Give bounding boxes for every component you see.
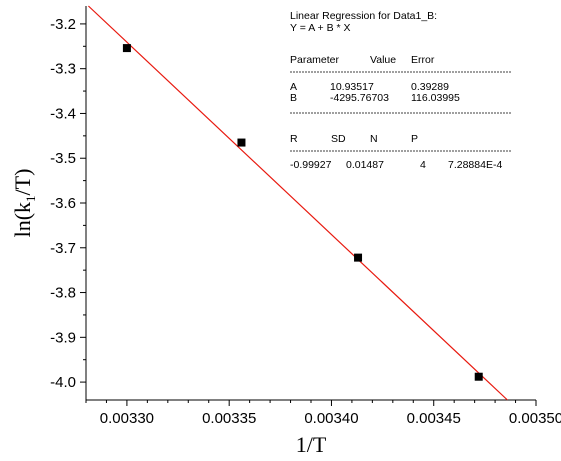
x-tick-label: 0.00330 bbox=[100, 410, 154, 427]
regression-results-box: Linear Regression for Data1_B: Y = A + B… bbox=[290, 10, 512, 171]
stats-header-p: P bbox=[411, 133, 418, 145]
param-header-error: Error bbox=[411, 54, 435, 66]
y-axis-title: ln(k1/T) bbox=[10, 169, 38, 238]
y-tick-label: -4.0 bbox=[50, 374, 76, 391]
stats-n-value: 4 bbox=[420, 159, 426, 171]
y-tick-label: -3.2 bbox=[50, 16, 76, 33]
x-tick-label: 0.00335 bbox=[202, 410, 256, 427]
param-header-parameter: Parameter bbox=[290, 54, 340, 66]
y-axis-title-end: /T) bbox=[10, 169, 35, 196]
x-tick-label: 0.00345 bbox=[407, 410, 461, 427]
axis-ticks: 0.00330 0.00335 0.00340 0.00345 0.00350 -3.2 -… bbox=[50, 16, 561, 427]
x-tick-label: 0.00350 bbox=[509, 410, 561, 427]
y-tick-label: -3.9 bbox=[50, 329, 76, 346]
data-point bbox=[474, 372, 483, 381]
fit-line-group bbox=[87, 5, 508, 401]
param-b-value: -4295.76703 bbox=[330, 92, 389, 104]
x-axis-title: 1/T bbox=[296, 432, 327, 457]
y-tick-label: -3.4 bbox=[50, 105, 76, 122]
stats-header-r: R bbox=[290, 133, 298, 145]
param-a-value: 10.93517 bbox=[330, 81, 374, 93]
param-a-error: 0.39289 bbox=[411, 81, 449, 93]
y-tick-label: -3.3 bbox=[50, 61, 76, 78]
regression-title-line2: Y = A + B * X bbox=[290, 22, 351, 34]
y-tick-label: -3.7 bbox=[50, 240, 76, 257]
y-tick-label: -3.5 bbox=[50, 150, 76, 167]
y-axis-title-subscript: 1 bbox=[23, 195, 38, 202]
stats-r-value: -0.99927 bbox=[290, 159, 332, 171]
y-tick-label: -3.6 bbox=[50, 195, 76, 212]
data-point bbox=[237, 138, 246, 147]
stats-header-n: N bbox=[370, 133, 378, 145]
regression-title-line1: Linear Regression for Data1_B: bbox=[290, 10, 437, 22]
y-tick-label: -3.8 bbox=[50, 285, 76, 302]
param-a-name: A bbox=[290, 81, 297, 93]
param-header-value: Value bbox=[370, 54, 396, 66]
param-b-name: B bbox=[290, 92, 297, 104]
param-b-error: 116.03995 bbox=[411, 92, 460, 104]
stats-header-sd: SD bbox=[331, 133, 346, 145]
stats-p-value: 7.28884E-4 bbox=[448, 159, 502, 171]
data-markers bbox=[122, 44, 483, 381]
regression-fit-line bbox=[87, 5, 508, 401]
data-point bbox=[354, 253, 363, 262]
x-tick-label: 0.00340 bbox=[304, 410, 358, 427]
data-point bbox=[122, 44, 131, 53]
stats-sd-value: 0.01487 bbox=[346, 159, 384, 171]
